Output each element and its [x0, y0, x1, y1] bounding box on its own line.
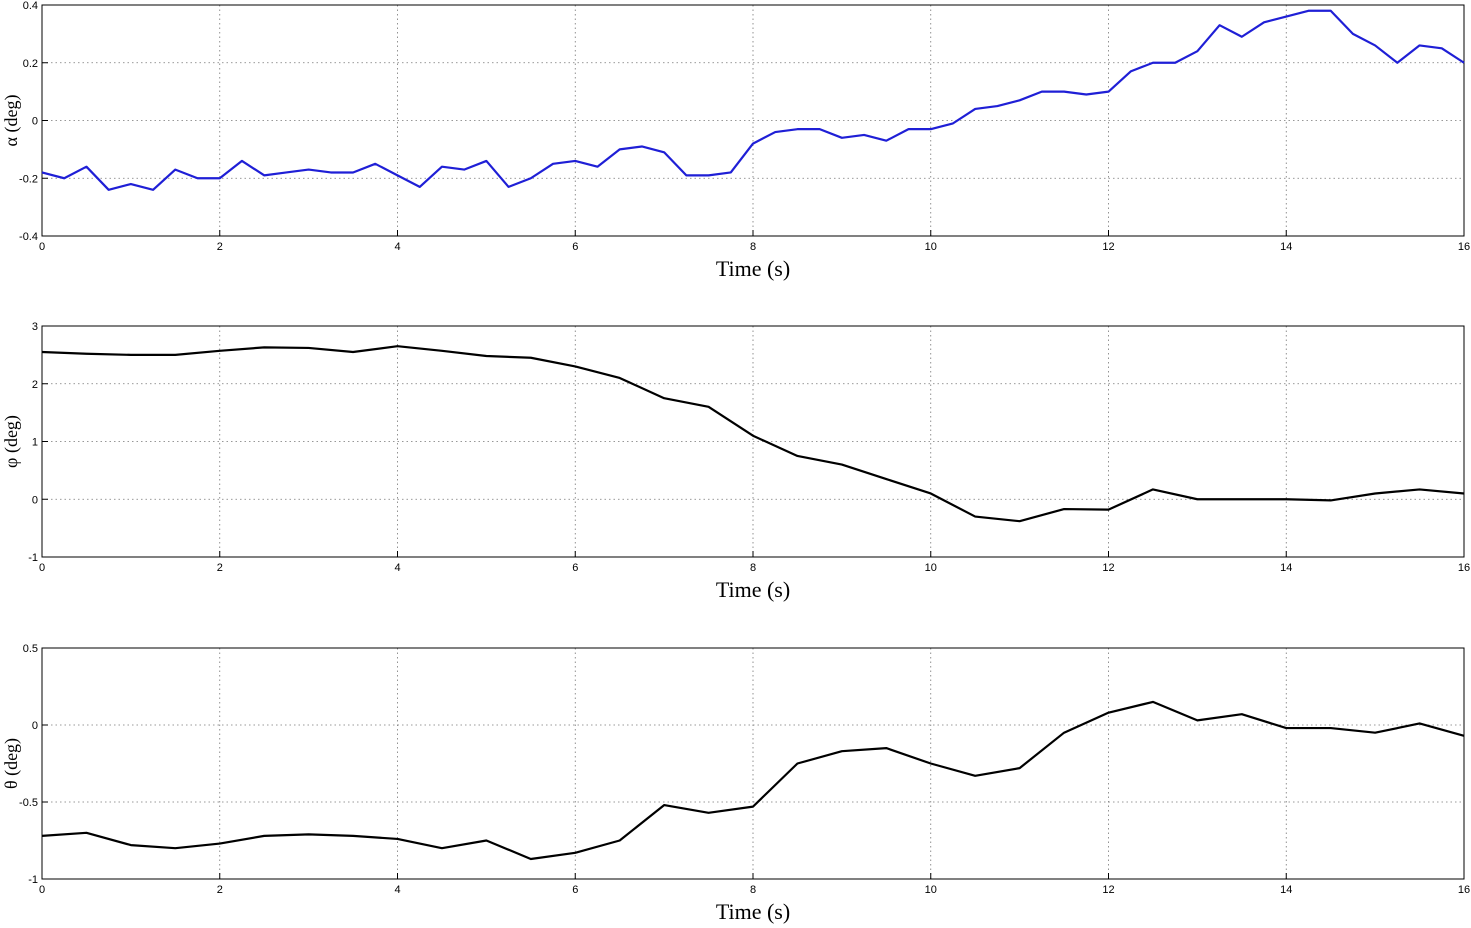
x-tick-label: 14 [1280, 562, 1292, 574]
x-tick-label: 4 [394, 241, 400, 253]
x-tick-label: 16 [1458, 562, 1470, 574]
x-tick-label: 8 [750, 562, 756, 574]
data-line [41, 700, 1465, 861]
y-tick-label: 0.5 [23, 643, 38, 655]
x-axis-label: Time (s) [716, 577, 790, 602]
x-tick-label: 10 [925, 884, 937, 896]
y-tick-label: -0.5 [19, 797, 38, 809]
y-tick-label: 0 [32, 720, 38, 732]
x-tick-label: 2 [217, 884, 223, 896]
subplot: 0 2 4 6 8 10 12 14 16 -0.4 -0.2 0 0.2 0.4 Time (s) α (d… [1, 0, 1470, 281]
x-tick-label: 6 [572, 884, 578, 896]
x-tick-label: 16 [1458, 241, 1470, 253]
y-tick-label: 0 [32, 494, 38, 506]
data-line [41, 345, 1465, 523]
y-tick-label: -0.2 [19, 173, 38, 185]
x-tick-label: 6 [572, 241, 578, 253]
x-tick-label: 2 [217, 241, 223, 253]
subplot: 0 2 4 6 8 10 12 14 16 -1 -0.5 0 0.5 Time (s) θ (deg) [1, 643, 1470, 924]
x-axis-label: Time (s) [716, 899, 790, 924]
y-axis-label: θ (deg) [1, 738, 22, 789]
x-tick-label: 10 [925, 562, 937, 574]
y-tick-label: 0.2 [23, 58, 38, 70]
y-tick-label: -0.4 [19, 231, 38, 243]
x-tick-label: 8 [750, 241, 756, 253]
axes-frame [41, 325, 1465, 558]
axes-frame [41, 4, 1465, 237]
x-tick-label: 2 [217, 562, 223, 574]
x-tick-label: 4 [394, 884, 400, 896]
plot-area [42, 648, 1464, 879]
data-line [41, 9, 1465, 191]
x-tick-label: 0 [39, 884, 45, 896]
x-tick-label: 16 [1458, 884, 1470, 896]
y-tick-label: -1 [28, 874, 38, 886]
y-tick-label: 2 [32, 379, 38, 391]
x-tick-label: 10 [925, 241, 937, 253]
x-tick-label: 6 [572, 562, 578, 574]
y-axis-label: α (deg) [1, 95, 22, 147]
x-tick-label: 4 [394, 562, 400, 574]
x-axis-label: Time (s) [716, 256, 790, 281]
x-tick-label: 12 [1102, 884, 1114, 896]
x-tick-label: 14 [1280, 884, 1292, 896]
y-tick-label: 0 [32, 116, 38, 128]
x-tick-label: 0 [39, 562, 45, 574]
x-tick-label: 0 [39, 241, 45, 253]
x-tick-label: 14 [1280, 241, 1292, 253]
x-tick-label: 12 [1102, 562, 1114, 574]
axes-frame [41, 647, 1465, 880]
y-tick-label: 1 [32, 437, 38, 449]
x-tick-label: 8 [750, 884, 756, 896]
y-axis-label: φ (deg) [1, 415, 22, 468]
x-tick-label: 12 [1102, 241, 1114, 253]
y-tick-label: -1 [28, 552, 38, 564]
y-tick-label: 3 [32, 321, 38, 333]
y-tick-label: 0.4 [23, 0, 38, 12]
